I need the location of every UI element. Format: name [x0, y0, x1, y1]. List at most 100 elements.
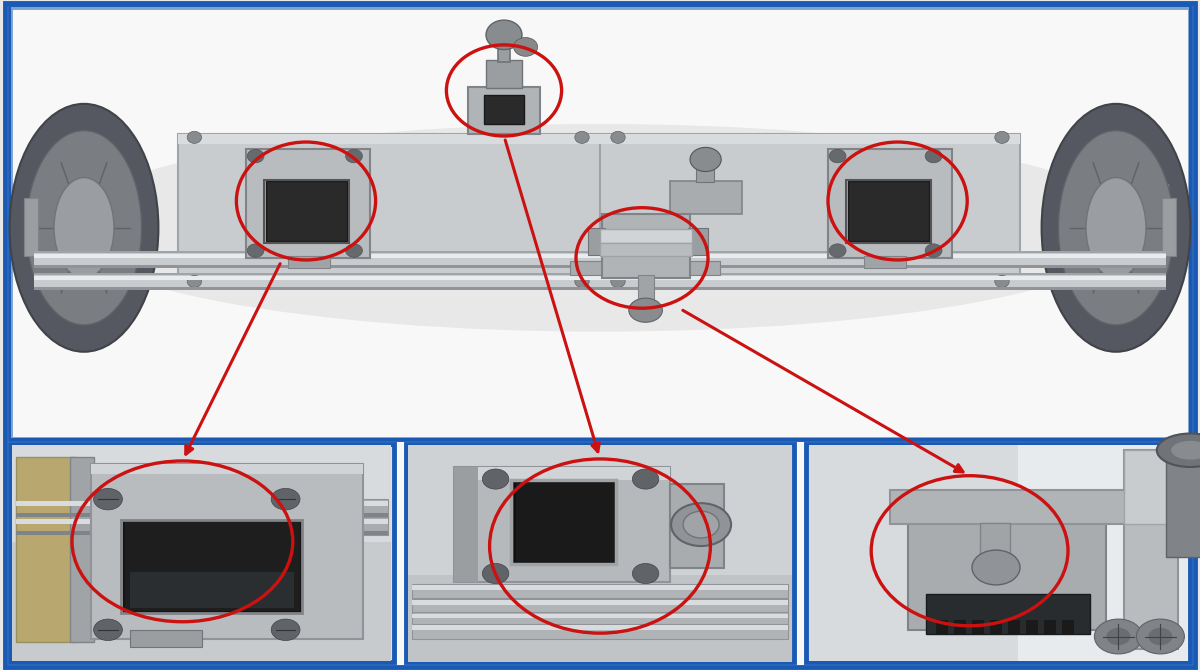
Ellipse shape — [271, 488, 300, 510]
Bar — [1124, 450, 1178, 649]
Ellipse shape — [671, 503, 731, 546]
Bar — [412, 585, 788, 590]
Ellipse shape — [690, 147, 721, 172]
Ellipse shape — [629, 298, 662, 322]
Bar — [11, 7, 1189, 438]
Bar — [16, 513, 388, 517]
Bar — [588, 228, 605, 255]
Bar — [1166, 447, 1200, 557]
Bar — [600, 134, 1020, 144]
Bar — [511, 480, 617, 564]
Ellipse shape — [482, 563, 509, 584]
Bar — [890, 490, 1128, 524]
Bar — [264, 180, 349, 243]
Bar — [600, 229, 692, 243]
Bar — [936, 620, 948, 634]
Ellipse shape — [611, 275, 625, 287]
Bar — [926, 594, 1090, 634]
Bar — [1018, 445, 1188, 661]
Ellipse shape — [10, 104, 158, 352]
Ellipse shape — [1136, 619, 1184, 654]
Bar — [1134, 184, 1168, 268]
Bar — [130, 630, 202, 647]
Bar — [266, 181, 347, 241]
Bar — [124, 521, 301, 612]
Bar — [1062, 620, 1074, 634]
Bar — [11, 7, 1189, 438]
Bar — [12, 445, 391, 542]
Bar — [468, 87, 540, 134]
Bar — [486, 60, 522, 88]
Ellipse shape — [575, 131, 589, 143]
Bar — [11, 7, 1189, 438]
Bar — [514, 481, 616, 563]
Bar — [696, 161, 714, 182]
Bar — [602, 214, 690, 278]
Bar — [34, 275, 1166, 289]
Bar — [809, 445, 1188, 661]
Bar — [408, 575, 792, 662]
Ellipse shape — [829, 149, 846, 163]
Bar — [1124, 450, 1178, 524]
Bar — [11, 7, 1189, 438]
Bar — [11, 7, 1189, 438]
Bar — [121, 520, 302, 613]
Ellipse shape — [60, 124, 1140, 332]
Bar — [600, 134, 1020, 285]
Bar — [70, 457, 94, 642]
Ellipse shape — [1148, 628, 1172, 645]
Bar — [11, 7, 1189, 438]
Bar — [10, 444, 394, 662]
Ellipse shape — [1094, 619, 1142, 654]
Bar — [1026, 620, 1038, 634]
Ellipse shape — [1042, 104, 1190, 352]
Bar — [412, 625, 788, 630]
Ellipse shape — [611, 131, 625, 143]
Ellipse shape — [247, 149, 264, 163]
Bar — [288, 256, 330, 268]
Ellipse shape — [683, 511, 719, 538]
Ellipse shape — [1171, 441, 1200, 460]
Bar — [34, 287, 1166, 290]
Bar — [34, 253, 1166, 267]
Bar — [570, 261, 605, 275]
Bar — [908, 511, 1106, 630]
Bar — [864, 256, 906, 268]
Ellipse shape — [972, 550, 1020, 585]
Bar — [91, 464, 362, 474]
Ellipse shape — [271, 619, 300, 641]
Bar — [11, 7, 1189, 438]
Bar — [32, 184, 66, 268]
Ellipse shape — [575, 275, 589, 287]
Bar — [11, 7, 1189, 438]
Ellipse shape — [187, 275, 202, 287]
Bar — [11, 7, 1189, 438]
Ellipse shape — [995, 131, 1009, 143]
Ellipse shape — [247, 244, 264, 257]
Bar — [11, 7, 1189, 438]
Bar — [11, 7, 1189, 438]
Bar — [980, 523, 1010, 564]
Bar — [34, 265, 1166, 268]
Bar — [498, 37, 510, 62]
Bar — [34, 251, 1166, 268]
Bar — [11, 7, 1189, 438]
Bar — [11, 7, 1189, 438]
Ellipse shape — [514, 38, 538, 56]
Ellipse shape — [94, 488, 122, 510]
Ellipse shape — [54, 178, 114, 278]
Bar — [178, 134, 600, 144]
Ellipse shape — [346, 244, 362, 257]
Ellipse shape — [1058, 131, 1174, 325]
Bar — [16, 501, 388, 506]
Bar — [600, 243, 692, 256]
Bar — [670, 181, 742, 214]
Ellipse shape — [346, 149, 362, 163]
Bar — [16, 531, 388, 535]
Bar — [670, 484, 725, 568]
Bar — [408, 445, 792, 661]
Bar — [130, 572, 294, 608]
Bar — [972, 620, 984, 634]
Bar — [954, 620, 966, 634]
Bar — [412, 600, 788, 605]
